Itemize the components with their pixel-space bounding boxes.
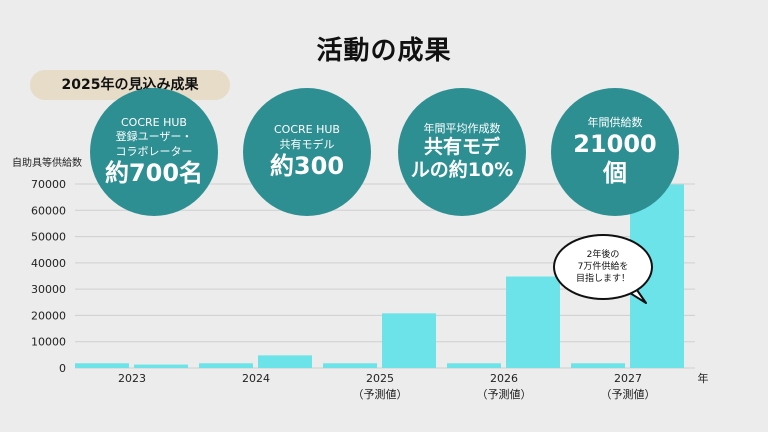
x-tick-label: 2025 （予測値） <box>353 372 408 401</box>
y-tick-label: 40000 <box>31 257 66 270</box>
x-tick-label: 2026 （予測値） <box>477 372 532 401</box>
callout-bubble: 2年後の 7万件供給を 目指します！ <box>553 234 653 300</box>
x-tick-label: 2023 <box>118 372 146 385</box>
bar-forecast <box>506 276 560 368</box>
bar-baseline <box>75 363 129 368</box>
bar-forecast <box>382 313 436 368</box>
bar-forecast <box>258 355 312 368</box>
page-title: 活動の成果 <box>316 36 452 66</box>
bar-baseline <box>199 363 253 368</box>
y-tick-label: 50000 <box>31 231 66 244</box>
bar-forecast <box>134 364 188 368</box>
stat-supply-value: 21000 個 <box>573 130 657 188</box>
y-tick-label: 10000 <box>31 336 66 349</box>
x-tick-label: 2027 （予測値） <box>601 372 656 401</box>
x-axis-label: 年 <box>698 371 709 385</box>
y-tick-label: 70000 <box>31 178 66 191</box>
bar-baseline <box>323 363 377 368</box>
stat-creation-caption: 年間平均作成数 <box>423 122 501 136</box>
stat-users-value: 約700名 <box>104 159 204 188</box>
y-tick-label: 30000 <box>31 283 66 296</box>
stat-models-value: 約300 <box>269 151 345 180</box>
bar-baseline <box>571 363 625 368</box>
stat-models-caption: COCRE HUB 共有モデル <box>274 123 340 151</box>
stat-circle-models: COCRE HUB 共有モデル 約300 <box>243 88 371 216</box>
stat-circle-supply: 年間供給数 21000 個 <box>551 88 679 216</box>
stat-supply-caption: 年間供給数 <box>587 116 643 130</box>
stat-users-caption: COCRE HUB 登録ユーザー・ コラボレーター <box>115 116 193 158</box>
x-tick-label: 2024 <box>242 372 270 385</box>
y-axis-label: 自助具等供給数 <box>12 156 82 169</box>
stat-circle-creation: 年間平均作成数 共有モデ ルの約10% <box>398 88 526 216</box>
stat-creation-value: 共有モデ ルの約10% <box>410 136 514 182</box>
y-tick-label: 20000 <box>31 309 66 322</box>
y-tick-label: 0 <box>59 362 66 375</box>
bar-baseline <box>447 363 501 368</box>
y-tick-label: 60000 <box>31 204 66 217</box>
stat-circle-users: COCRE HUB 登録ユーザー・ コラボレーター 約700名 <box>90 88 218 216</box>
